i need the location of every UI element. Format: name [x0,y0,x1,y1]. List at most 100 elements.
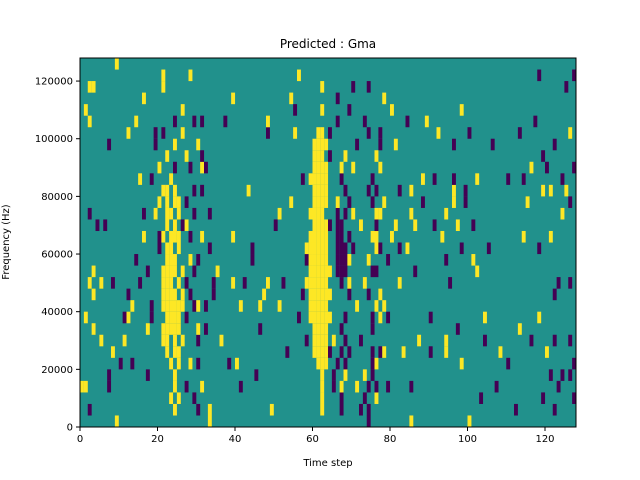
heatmap-cell [173,161,177,174]
x-tick-label: 120 [535,434,554,445]
heatmap-cell [320,173,325,185]
heatmap-cell [188,161,193,174]
heatmap-cell [207,415,212,428]
heatmap-cell [130,357,135,370]
heatmap-cell [312,161,317,174]
heatmap-cell [498,346,503,358]
heatmap-cell [316,138,321,151]
heatmap-cell [541,184,546,197]
heatmap-cell [165,254,170,266]
heatmap-cell [572,69,577,82]
heatmap-cell [366,415,371,428]
heatmap-cell [126,127,131,139]
heatmap-cell [165,346,170,358]
heatmap-cell [316,346,321,358]
heatmap-cell [308,207,313,220]
heatmap-cell [316,265,321,278]
heatmap-cell [560,369,565,381]
heatmap-cell [312,334,317,347]
heatmap-cell [347,104,352,116]
heatmap-cell [339,265,344,278]
heatmap-cell [320,196,325,208]
heatmap-cell [169,254,174,266]
heatmap-cell [238,300,243,312]
x-tick-label: 60 [306,434,319,445]
heatmap-cell [568,127,573,139]
heatmap-cell [103,219,108,232]
heatmap-cell [568,277,573,289]
heatmap-cell [366,184,371,197]
heatmap-cell [180,104,185,116]
heatmap-cell [343,369,348,381]
heatmap-cell [165,334,170,347]
heatmap-cell [184,196,189,208]
heatmap-cell [300,173,305,185]
heatmap-cell [316,230,321,243]
heatmap-cell [235,357,239,370]
heatmap-cell [184,150,189,162]
heatmap-cell [545,161,549,174]
heatmap-cell [467,415,472,428]
x-tick-label: 80 [384,434,397,445]
heatmap-cell [91,81,96,93]
heatmap-cell [374,357,379,370]
heatmap-cell [335,357,340,370]
heatmap-cell [366,81,371,93]
heatmap-cell [459,242,464,255]
heatmap-cell [483,334,487,347]
heatmap-cell [556,277,561,289]
heatmap-cell [378,346,383,358]
heatmap-cell [378,288,383,301]
heatmap-cell [316,150,321,162]
x-axis: 0 20 40 60 80 100 120 [77,427,555,445]
heatmap-cell [343,357,348,370]
heatmap-cell [324,219,329,232]
heatmap-cell [126,311,131,324]
heatmap-cell [262,288,267,301]
heatmap-cell [343,254,348,266]
heatmap-cell [362,392,367,404]
heatmap-cell [266,115,270,128]
heatmap-cell [393,138,398,151]
heatmap-cell [111,277,115,289]
heatmap-cell [153,127,158,139]
heatmap-cell [370,323,375,335]
heatmap-cell [200,161,205,174]
heatmap-cell [324,300,329,312]
heatmap-cell [80,380,84,393]
heatmap-cell [161,81,166,93]
heatmap-cell [378,138,383,151]
heatmap-cell [169,207,174,220]
heatmap-cell [188,69,193,82]
heatmap-cell [258,323,263,335]
heatmap-cell [157,196,162,208]
heatmap-cell [169,265,174,278]
heatmap-cell [312,311,317,324]
heatmap-cell [173,403,177,416]
heatmap-cell [366,403,371,416]
heatmap-cell [320,346,325,358]
heatmap-cell [378,242,383,255]
heatmap-cell [378,161,383,174]
heatmap-cell [347,230,352,243]
y-tick-label: 100000 [35,134,73,145]
heatmap-cell [91,323,96,335]
heatmap-cell [421,196,425,208]
heatmap-cell [176,323,181,335]
heatmap-cell [184,380,189,393]
heatmap-cell [366,288,371,301]
heatmap-cell [173,323,177,335]
heatmap-cell [529,334,534,347]
heatmap-cell [432,173,437,185]
heatmap-cell [370,311,375,324]
heatmap-cell [382,92,387,105]
heatmap-cell [165,323,170,335]
heatmap-cell [378,311,383,324]
heatmap-cell [114,58,119,70]
heatmap-cell [572,357,577,370]
heatmap-cell [370,196,375,208]
heatmap-cell [339,254,344,266]
heatmap-cell [142,207,146,220]
heatmap-cell [378,207,383,220]
heatmap-cell [312,277,317,289]
